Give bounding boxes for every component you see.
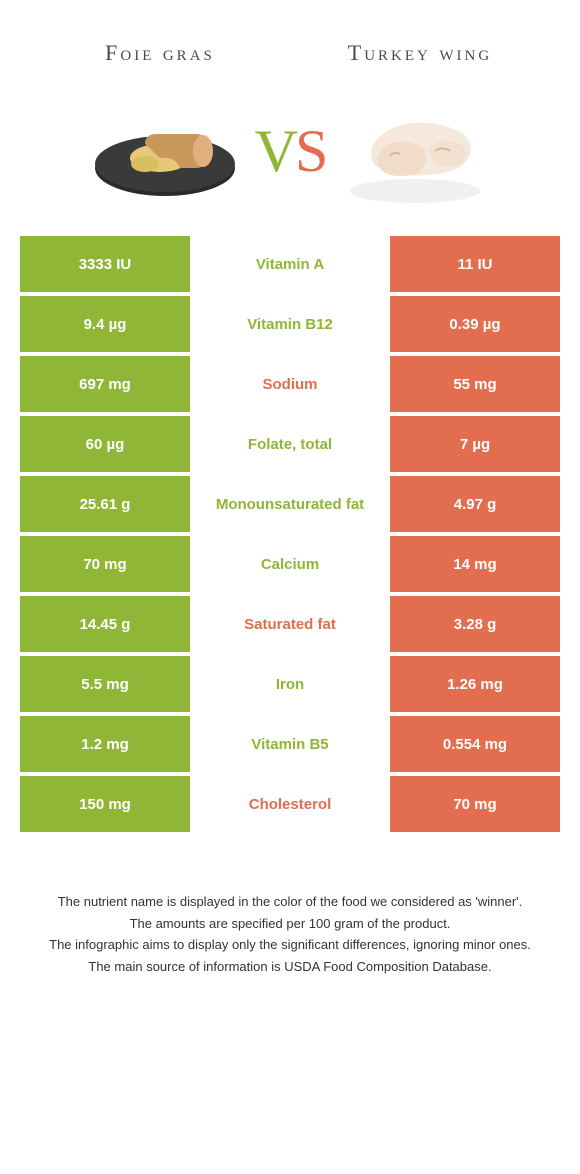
header-left: Foie gras: [30, 40, 290, 66]
left-value-cell: 25.61 g: [20, 476, 190, 532]
turkey-wing-image: [335, 96, 495, 206]
table-row: 3333 IUVitamin A11 IU: [20, 236, 560, 292]
vs-v-letter: V: [255, 118, 295, 184]
table-row: 1.2 mgVitamin B50.554 mg: [20, 716, 560, 772]
right-value-cell: 0.39 µg: [390, 296, 560, 352]
images-row: VS: [0, 86, 580, 236]
header: Foie gras Turkey wing: [0, 0, 580, 86]
table-row: 25.61 gMonounsaturated fat4.97 g: [20, 476, 560, 532]
nutrient-label-cell: Vitamin A: [194, 236, 386, 292]
comparison-table: 3333 IUVitamin A11 IU9.4 µgVitamin B120.…: [20, 236, 560, 832]
left-value-cell: 70 mg: [20, 536, 190, 592]
nutrient-label-cell: Vitamin B12: [194, 296, 386, 352]
nutrient-label-cell: Sodium: [194, 356, 386, 412]
right-food-title: Turkey wing: [290, 40, 550, 66]
header-right: Turkey wing: [290, 40, 550, 66]
left-value-cell: 9.4 µg: [20, 296, 190, 352]
nutrient-label-cell: Saturated fat: [194, 596, 386, 652]
nutrient-label-cell: Cholesterol: [194, 776, 386, 832]
left-value-cell: 60 µg: [20, 416, 190, 472]
right-value-cell: 11 IU: [390, 236, 560, 292]
right-value-cell: 70 mg: [390, 776, 560, 832]
table-row: 9.4 µgVitamin B120.39 µg: [20, 296, 560, 352]
right-value-cell: 55 mg: [390, 356, 560, 412]
left-value-cell: 150 mg: [20, 776, 190, 832]
left-food-title: Foie gras: [30, 40, 290, 66]
nutrient-label-cell: Vitamin B5: [194, 716, 386, 772]
footer-notes: The nutrient name is displayed in the co…: [30, 892, 550, 976]
nutrient-label-cell: Monounsaturated fat: [194, 476, 386, 532]
footer-line-4: The main source of information is USDA F…: [30, 957, 550, 977]
right-value-cell: 0.554 mg: [390, 716, 560, 772]
foie-gras-image: [85, 96, 245, 206]
vs-s-letter: S: [295, 118, 325, 184]
table-row: 70 mgCalcium14 mg: [20, 536, 560, 592]
footer-line-2: The amounts are specified per 100 gram o…: [30, 914, 550, 934]
table-row: 60 µgFolate, total7 µg: [20, 416, 560, 472]
right-value-cell: 3.28 g: [390, 596, 560, 652]
footer-line-3: The infographic aims to display only the…: [30, 935, 550, 955]
left-value-cell: 697 mg: [20, 356, 190, 412]
vs-label: VS: [255, 117, 326, 186]
table-row: 5.5 mgIron1.26 mg: [20, 656, 560, 712]
left-value-cell: 3333 IU: [20, 236, 190, 292]
left-value-cell: 5.5 mg: [20, 656, 190, 712]
left-value-cell: 14.45 g: [20, 596, 190, 652]
nutrient-label-cell: Calcium: [194, 536, 386, 592]
table-row: 14.45 gSaturated fat3.28 g: [20, 596, 560, 652]
left-value-cell: 1.2 mg: [20, 716, 190, 772]
table-row: 697 mgSodium55 mg: [20, 356, 560, 412]
footer-line-1: The nutrient name is displayed in the co…: [30, 892, 550, 912]
nutrient-label-cell: Iron: [194, 656, 386, 712]
right-value-cell: 7 µg: [390, 416, 560, 472]
right-value-cell: 1.26 mg: [390, 656, 560, 712]
nutrient-label-cell: Folate, total: [194, 416, 386, 472]
right-value-cell: 14 mg: [390, 536, 560, 592]
right-value-cell: 4.97 g: [390, 476, 560, 532]
table-row: 150 mgCholesterol70 mg: [20, 776, 560, 832]
